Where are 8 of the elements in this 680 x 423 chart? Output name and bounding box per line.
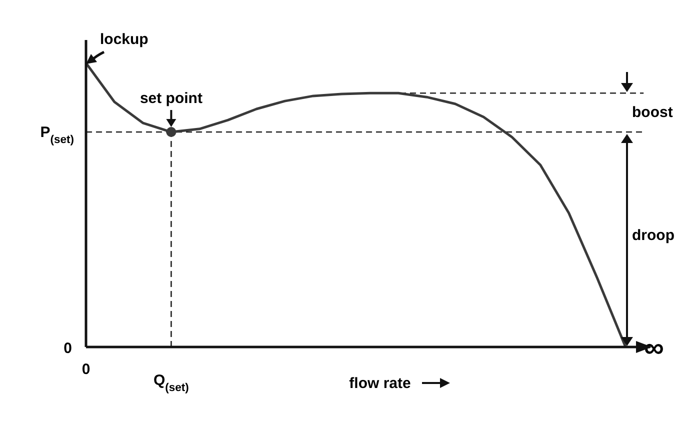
annotation: boost: [632, 104, 673, 121]
annotation: droop: [632, 227, 674, 244]
text: lockup: [100, 31, 148, 48]
text: 0: [64, 340, 72, 357]
ref-line-label: P$_{(set)}$: [40, 124, 74, 146]
annotation: set point: [140, 90, 202, 107]
x-tick-label: Q$_{(set)}$: [153, 372, 190, 394]
x-axis-title: flow rate: [349, 375, 411, 392]
